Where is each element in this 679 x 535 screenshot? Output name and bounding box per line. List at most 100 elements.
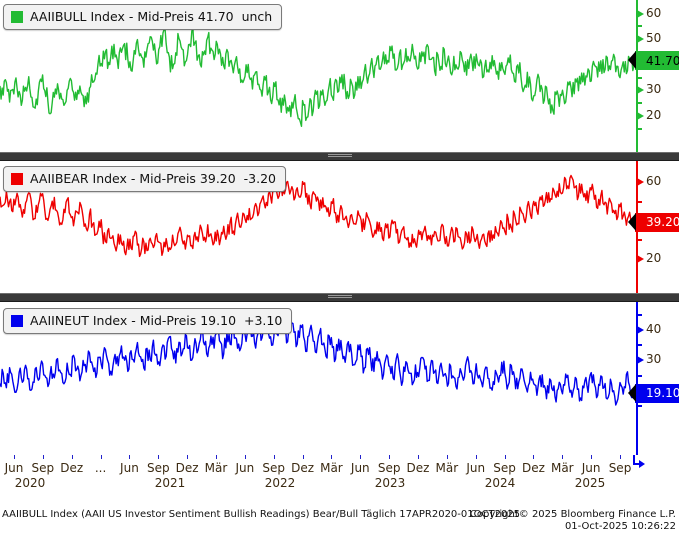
x-tick-label: Dez bbox=[291, 461, 315, 475]
y-tick-mark bbox=[636, 102, 642, 105]
divider-grip-icon bbox=[327, 154, 352, 159]
y-tick-label: 50 bbox=[646, 31, 662, 46]
x-tick-label: Dez bbox=[175, 461, 199, 475]
y-tick-arrow-icon bbox=[637, 112, 644, 121]
series-line-neutral bbox=[0, 302, 636, 455]
x-tick-mark bbox=[562, 455, 564, 459]
footer-timestamp: 01-Oct-2025 10:26:22 bbox=[564, 521, 676, 532]
x-tick-mark bbox=[504, 455, 506, 459]
y-axis-bull[interactable]: 605040302041.70 bbox=[628, 0, 679, 152]
x-tick-mark bbox=[446, 455, 448, 459]
x-tick-label: Mär bbox=[204, 461, 228, 475]
x-tick-mark bbox=[331, 455, 333, 459]
y-tick-label: 60 bbox=[646, 174, 662, 189]
x-tick-mark bbox=[533, 455, 535, 459]
x-tick-mark bbox=[158, 455, 160, 459]
x-axis-year-label: 2023 bbox=[374, 476, 406, 490]
y-tick-mark bbox=[636, 127, 642, 130]
legend-swatch-bear bbox=[11, 173, 23, 185]
y-tick-mark bbox=[636, 404, 642, 407]
x-tick-label: Jun bbox=[350, 461, 370, 475]
x-tick-mark bbox=[216, 455, 217, 459]
x-tick-mark bbox=[620, 455, 621, 459]
x-tick-mark bbox=[475, 455, 477, 459]
footer-copyright: Copyright© 2025 Bloomberg Finance L.P. 0… bbox=[470, 509, 676, 533]
y-tick-arrow-icon bbox=[637, 178, 644, 187]
y-tick-label: 20 bbox=[646, 108, 662, 123]
x-tick-label: Sep bbox=[31, 461, 55, 475]
x-tick-mark bbox=[14, 455, 15, 459]
current-value-badge-bear[interactable]: 39.20 bbox=[628, 212, 679, 232]
series-line-bull bbox=[0, 0, 636, 152]
x-axis-year-label: 2024 bbox=[484, 476, 516, 490]
x-tick-mark bbox=[591, 455, 593, 459]
y-tick-label: 30 bbox=[646, 82, 662, 97]
y-tick-mark bbox=[636, 374, 642, 377]
x-tick-mark bbox=[360, 455, 362, 459]
x-tick-label: ... bbox=[94, 461, 107, 475]
x-axis-year-label: 2020 bbox=[14, 476, 46, 490]
x-tick-label: Jun bbox=[581, 461, 601, 475]
x-tick-label: Dez bbox=[406, 461, 430, 475]
y-tick-mark bbox=[636, 344, 642, 347]
x-tick-label: Dez bbox=[60, 461, 84, 475]
y-axis-bear[interactable]: 60402039.20 bbox=[628, 161, 679, 293]
y-tick-label: 30 bbox=[646, 352, 662, 367]
x-tick-label: Jun bbox=[4, 461, 24, 475]
x-axis[interactable]: Jun Sep Dez... Jun Sep Dez Mär Jun Sep Dez Mär Jun S… bbox=[0, 455, 679, 505]
legend-bear[interactable]: AAIIBEAR Index - Mid-Preis 39.20 -3.20 bbox=[3, 166, 286, 192]
x-axis-year-label: 2025 bbox=[574, 476, 606, 490]
y-axis-line-neutral bbox=[636, 302, 638, 455]
plot-area-neutral[interactable] bbox=[0, 302, 636, 455]
legend-label-neutral: AAIINEUT Index - Mid-Preis 19.10 +3.10 bbox=[30, 313, 283, 328]
y-tick-arrow-icon bbox=[637, 255, 644, 264]
x-tick-label: Sep bbox=[146, 461, 170, 475]
badge-value-text: 19.10 bbox=[646, 386, 679, 401]
x-axis-year-label: 2022 bbox=[264, 476, 296, 490]
y-tick-label: 20 bbox=[646, 251, 662, 266]
y-tick-mark bbox=[636, 239, 642, 242]
x-tick-mark bbox=[302, 455, 304, 459]
legend-label-bear: AAIIBEAR Index - Mid-Preis 39.20 -3.20 bbox=[30, 171, 276, 186]
legend-neutral[interactable]: AAIINEUT Index - Mid-Preis 19.10 +3.10 bbox=[3, 308, 293, 334]
current-value-badge-bull[interactable]: 41.70 bbox=[628, 51, 679, 71]
panel-neutral: 40302019.10 AAIINEUT Index - Mid-Preis 1… bbox=[0, 302, 679, 455]
x-tick-label: Mär bbox=[320, 461, 343, 475]
y-tick-mark bbox=[636, 314, 642, 317]
legend-swatch-bull bbox=[11, 11, 23, 23]
y-tick-mark bbox=[636, 200, 642, 203]
y-tick-label: 40 bbox=[646, 322, 662, 337]
y-tick-arrow-icon bbox=[637, 356, 644, 365]
divider-grip-icon bbox=[327, 295, 352, 300]
legend-bull[interactable]: AAIIBULL Index - Mid-Preis 41.70 unch bbox=[3, 4, 283, 30]
x-tick-label: Mär bbox=[550, 461, 574, 475]
footer: AAIIBULL Index (AAII US Investor Sentime… bbox=[0, 506, 679, 535]
y-tick-label: 60 bbox=[646, 5, 662, 20]
badge-pointer-icon bbox=[628, 383, 636, 402]
badge-pointer-icon bbox=[628, 212, 636, 231]
y-axis-neutral[interactable]: 40302019.10 bbox=[628, 302, 679, 455]
y-tick-mark bbox=[636, 25, 642, 28]
y-tick-arrow-icon bbox=[637, 9, 644, 18]
x-tick-label: Jun bbox=[235, 461, 255, 475]
y-axis-line-bull bbox=[636, 0, 638, 152]
y-tick-mark bbox=[636, 76, 642, 79]
x-axis-end-arrow-icon bbox=[633, 455, 645, 468]
footer-description: AAIIBULL Index (AAII US Investor Sentime… bbox=[2, 509, 521, 520]
x-tick-label: Sep bbox=[377, 461, 401, 475]
x-tick-mark bbox=[187, 455, 189, 459]
plot-area-bear[interactable] bbox=[0, 161, 636, 293]
legend-swatch-neutral bbox=[11, 315, 23, 327]
x-axis-year-label: 2021 bbox=[154, 476, 186, 490]
panel-divider-2[interactable] bbox=[0, 293, 679, 302]
y-tick-arrow-icon bbox=[637, 326, 644, 335]
legend-label-bull: AAIIBULL Index - Mid-Preis 41.70 unch bbox=[30, 9, 273, 24]
panel-bear: 60402039.20 AAIIBEAR Index - Mid-Preis 3… bbox=[0, 161, 679, 293]
series-line-bear bbox=[0, 161, 636, 293]
y-tick-arrow-icon bbox=[637, 86, 644, 95]
current-value-badge-neutral[interactable]: 19.10 bbox=[628, 383, 679, 403]
x-tick-label: Sep bbox=[493, 461, 516, 475]
panel-divider-1[interactable] bbox=[0, 152, 679, 161]
plot-area-bull[interactable] bbox=[0, 0, 636, 152]
